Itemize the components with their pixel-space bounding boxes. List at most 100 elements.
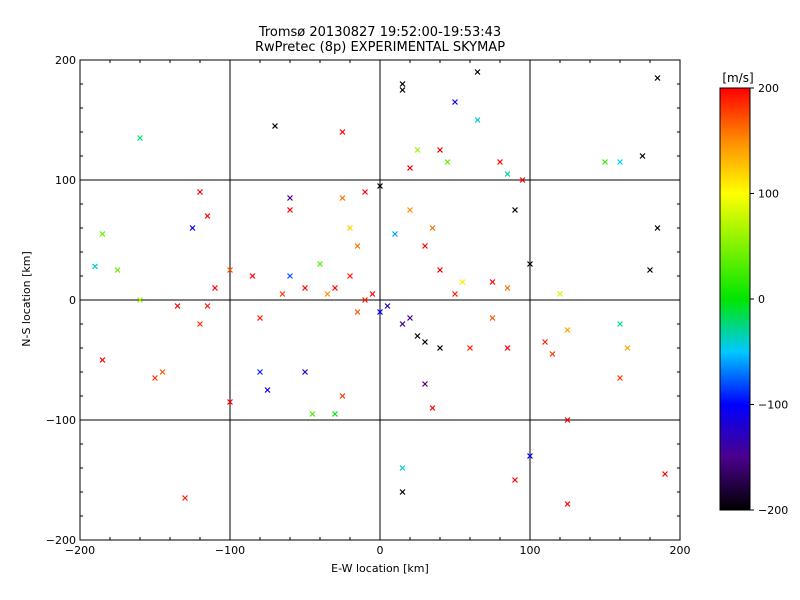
data-point-cross [137,135,143,141]
cross-stroke [527,261,533,267]
cross-stroke [212,285,218,291]
cross-stroke [407,165,413,171]
data-point-cross [377,309,383,315]
cross-stroke [279,291,286,297]
data-point-cross [272,123,278,129]
data-point-cross [429,225,436,231]
colorbar-tick-label: 0 [758,293,765,306]
data-point-cross [617,321,623,327]
cross-stroke [332,411,338,417]
data-point-cross [519,177,526,183]
y-tick-label: 100 [55,174,76,187]
cross-stroke [399,81,406,87]
cross-stroke [407,315,413,321]
colorbar-tick-label: 200 [758,82,779,95]
cross-stroke [264,387,271,393]
cross-stroke [542,339,548,345]
x-tick-label: −100 [215,544,245,557]
colorbar-title: [m/s] [722,71,753,85]
cross-stroke [257,315,263,321]
data-point-cross [339,129,346,135]
data-point-cross [384,303,391,309]
data-point-cross [212,285,218,291]
cross-stroke [332,285,338,291]
data-point-cross [452,291,458,297]
data-point-cross [137,297,143,303]
data-point-cross [302,285,308,291]
cross-stroke [347,225,353,231]
data-point-cross [257,369,263,375]
data-point-cross [354,243,361,249]
cross-stroke [317,261,323,267]
colorbar-tick-label: −100 [758,399,788,412]
data-point-cross [279,291,286,297]
cross-stroke [399,321,406,327]
data-point-cross [362,189,368,195]
cross-stroke [399,465,406,471]
data-point-cross [497,159,503,165]
cross-stroke [272,123,278,129]
cross-stroke [369,291,376,297]
data-point-cross [377,183,383,189]
cross-stroke [527,453,533,459]
data-point-cross [227,399,233,405]
cross-stroke [602,159,608,165]
data-point-cross [512,207,518,213]
cross-stroke [399,87,406,93]
cross-stroke [429,405,436,411]
data-point-cross [527,261,533,267]
data-point-cross [429,405,436,411]
cross-stroke [617,159,623,165]
cross-stroke [99,231,106,237]
cross-stroke [557,291,563,297]
data-point-cross [564,501,571,507]
data-point-cross [114,267,121,273]
data-point-cross [92,263,98,270]
data-point-cross [602,159,608,165]
cross-stroke [437,147,443,153]
data-point-cross [512,477,518,483]
data-point-cross [422,243,428,249]
data-point-cross [317,261,323,267]
cross-stroke [422,381,428,387]
data-point-cross [407,207,413,213]
cross-stroke [564,417,571,423]
cross-stroke [114,267,121,273]
cross-stroke [392,231,398,237]
data-point-cross [302,369,308,375]
cross-stroke [339,129,346,135]
cross-stroke [377,183,383,189]
cross-stroke [504,345,511,351]
cross-stroke [159,369,166,375]
cross-stroke [452,291,458,297]
data-point-cross [197,321,203,327]
data-point-cross [324,291,331,297]
data-point-cross [347,273,353,279]
cross-stroke [92,263,98,270]
cross-stroke [452,99,458,105]
data-point-cross [422,381,428,387]
data-point-cross [257,315,263,321]
data-point-cross [437,147,443,153]
cross-stroke [624,345,631,351]
data-point-cross [474,69,481,75]
cross-stroke [324,291,331,297]
data-point-cross [647,267,653,273]
data-point-cross [264,387,271,393]
cross-stroke [422,243,428,249]
data-point-cross [504,285,511,291]
cross-stroke [347,273,353,279]
colorbar-tick-label: −200 [758,504,788,517]
cross-stroke [182,495,188,501]
chart-subtitle: RwPretec (8p) EXPERIMENTAL SKYMAP [255,40,505,55]
cross-stroke [197,321,203,327]
data-point-cross [557,291,563,297]
data-point-cross [617,159,623,165]
data-point-cross [339,195,346,201]
cross-stroke [384,303,391,309]
y-tick-label: −200 [46,534,76,547]
data-point-cross [662,471,668,477]
cross-stroke [174,303,181,309]
data-point-cross [459,279,466,285]
